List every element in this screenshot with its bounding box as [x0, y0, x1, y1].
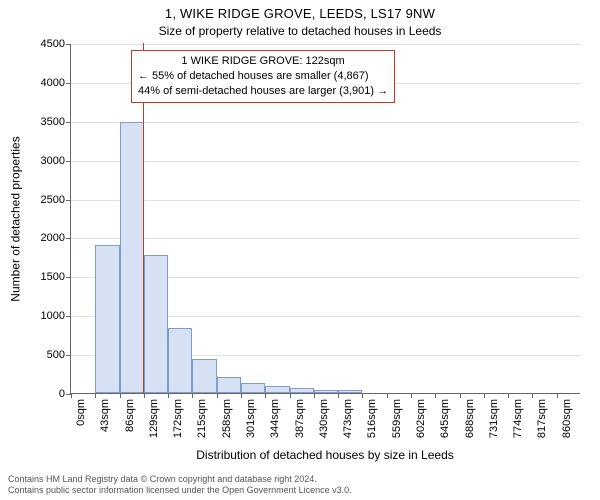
x-tick-mark: [192, 393, 193, 398]
x-tick-label: 129sqm: [148, 399, 160, 438]
x-tick-mark: [557, 393, 558, 398]
x-tick-mark: [532, 393, 533, 398]
y-tick-label: 3500: [41, 116, 65, 128]
histogram-bar: [95, 245, 119, 393]
x-tick-label: 559sqm: [391, 399, 403, 438]
histogram-bar: [217, 377, 241, 393]
y-tick-label: 4500: [41, 38, 65, 50]
y-tick-label: 3000: [41, 155, 65, 167]
footer-attribution: Contains HM Land Registry data © Crown c…: [8, 474, 352, 497]
x-tick-label: 215sqm: [196, 399, 208, 438]
y-tick-mark: [66, 277, 71, 278]
x-axis-title: Distribution of detached houses by size …: [70, 448, 580, 462]
x-tick-mark: [241, 393, 242, 398]
y-tick-mark: [66, 44, 71, 45]
x-tick-label: 774sqm: [512, 399, 524, 438]
x-tick-label: 473sqm: [342, 399, 354, 438]
x-tick-mark: [314, 393, 315, 398]
y-tick-label: 1000: [41, 310, 65, 322]
gridline: [71, 44, 580, 45]
x-tick-mark: [265, 393, 266, 398]
footer-line-1: Contains HM Land Registry data © Crown c…: [8, 474, 352, 485]
x-tick-mark: [168, 393, 169, 398]
x-tick-mark: [411, 393, 412, 398]
x-tick-mark: [362, 393, 363, 398]
x-tick-mark: [484, 393, 485, 398]
y-tick-mark: [66, 200, 71, 201]
x-tick-label: 602sqm: [415, 399, 427, 438]
chart-container: 1, WIKE RIDGE GROVE, LEEDS, LS17 9NW Siz…: [0, 0, 600, 500]
x-tick-label: 387sqm: [294, 399, 306, 438]
gridline: [71, 238, 580, 239]
x-tick-label: 731sqm: [488, 399, 500, 438]
y-axis-title: Number of detached properties: [8, 44, 24, 394]
histogram-bar: [120, 122, 144, 393]
x-tick-mark: [435, 393, 436, 398]
y-tick-label: 1500: [41, 271, 65, 283]
y-tick-label: 500: [47, 349, 65, 361]
x-tick-mark: [217, 393, 218, 398]
x-tick-label: 817sqm: [536, 399, 548, 438]
y-tick-mark: [66, 316, 71, 317]
y-tick-label: 0: [59, 388, 65, 400]
y-tick-label: 2500: [41, 194, 65, 206]
x-tick-mark: [338, 393, 339, 398]
histogram-bar: [290, 388, 314, 393]
x-tick-label: 86sqm: [124, 399, 136, 432]
x-tick-mark: [387, 393, 388, 398]
x-tick-mark: [290, 393, 291, 398]
histogram-bar: [144, 255, 168, 393]
footer-line-2: Contains public sector information licen…: [8, 485, 352, 496]
chart-title-main: 1, WIKE RIDGE GROVE, LEEDS, LS17 9NW: [0, 6, 600, 21]
x-tick-mark: [71, 393, 72, 398]
histogram-bar: [338, 390, 362, 393]
x-tick-label: 258sqm: [221, 399, 233, 438]
x-tick-label: 688sqm: [464, 399, 476, 438]
y-tick-mark: [66, 355, 71, 356]
gridline: [71, 122, 580, 123]
gridline: [71, 161, 580, 162]
x-tick-mark: [144, 393, 145, 398]
y-tick-mark: [66, 83, 71, 84]
histogram-bar: [241, 383, 265, 393]
x-tick-label: 516sqm: [366, 399, 378, 438]
x-tick-label: 43sqm: [99, 399, 111, 432]
histogram-bar: [192, 359, 216, 393]
annotation-line: 44% of semi-detached houses are larger (…: [138, 84, 388, 99]
chart-title-sub: Size of property relative to detached ho…: [0, 24, 600, 38]
histogram-bar: [314, 390, 338, 394]
y-tick-label: 2000: [41, 232, 65, 244]
x-tick-label: 430sqm: [318, 399, 330, 438]
histogram-bar: [265, 386, 289, 393]
x-tick-mark: [120, 393, 121, 398]
x-tick-label: 0sqm: [75, 399, 87, 426]
y-tick-mark: [66, 161, 71, 162]
y-tick-label: 4000: [41, 77, 65, 89]
annotation-box: 1 WIKE RIDGE GROVE: 122sqm← 55% of detac…: [131, 50, 395, 103]
gridline: [71, 200, 580, 201]
x-tick-label: 344sqm: [269, 399, 281, 438]
y-tick-mark: [66, 238, 71, 239]
histogram-bar: [168, 328, 192, 393]
annotation-line: ← 55% of detached houses are smaller (4,…: [138, 69, 388, 84]
x-tick-mark: [508, 393, 509, 398]
x-tick-label: 172sqm: [172, 399, 184, 438]
x-tick-mark: [95, 393, 96, 398]
x-tick-label: 301sqm: [245, 399, 257, 438]
x-tick-label: 860sqm: [561, 399, 573, 438]
chart-plot-area: 0500100015002000250030003500400045000sqm…: [70, 44, 580, 394]
x-tick-label: 645sqm: [439, 399, 451, 438]
x-tick-mark: [460, 393, 461, 398]
y-tick-mark: [66, 122, 71, 123]
annotation-line: 1 WIKE RIDGE GROVE: 122sqm: [138, 54, 388, 69]
